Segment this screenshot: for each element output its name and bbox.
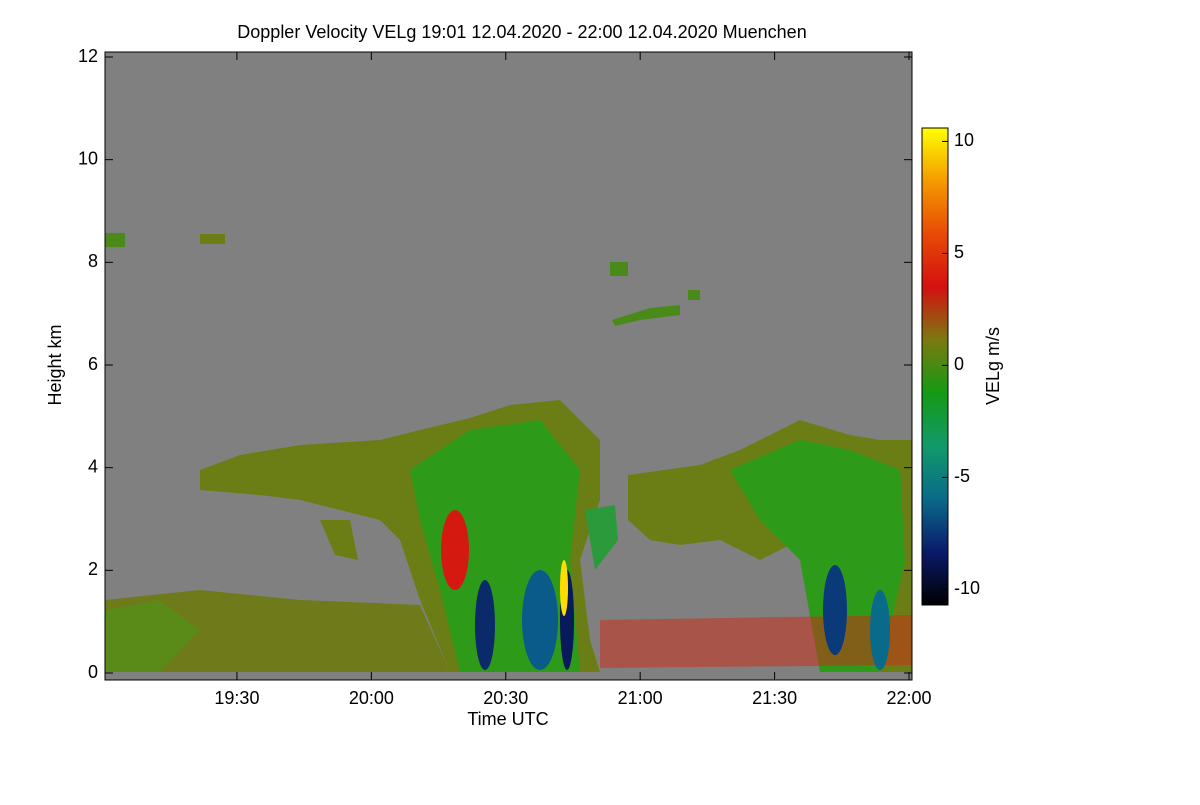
x-tick-label: 20:30: [483, 688, 528, 708]
chart-title: Doppler Velocity VELg 19:01 12.04.2020 -…: [237, 22, 806, 42]
echo: [105, 590, 450, 672]
colorbar-label: VELg m/s: [983, 327, 1003, 405]
y-tick-label: 12: [78, 46, 98, 66]
x-tick-label: 22:00: [886, 688, 931, 708]
colorbar-tick-label: 10: [954, 130, 974, 150]
echo: [475, 580, 495, 670]
x-tick-label: 19:30: [214, 688, 259, 708]
x-tick-label: 21:30: [752, 688, 797, 708]
echo: [105, 233, 125, 247]
echo: [585, 505, 618, 570]
echo: [320, 520, 358, 560]
y-tick-label: 4: [88, 456, 98, 476]
echo-field: [105, 233, 912, 672]
echo: [522, 570, 558, 670]
echo: [730, 440, 905, 672]
echo: [600, 615, 912, 668]
x-axis-label: Time UTC: [467, 709, 548, 729]
echo: [560, 560, 568, 616]
x-tick-label: 21:00: [618, 688, 663, 708]
echo: [441, 510, 469, 590]
y-tick-label: 0: [88, 662, 98, 682]
colorbar: [921, 127, 949, 606]
y-axis-label: Height km: [45, 324, 65, 405]
echo: [688, 290, 700, 300]
y-tick-label: 2: [88, 559, 98, 579]
plot-frame: [104, 51, 913, 681]
echo: [612, 305, 680, 326]
y-tick-label: 10: [78, 148, 98, 168]
echo: [610, 262, 628, 276]
colorbar-tick-label: 0: [954, 354, 964, 374]
echo: [870, 590, 890, 670]
echo: [200, 234, 225, 244]
y-tick-label: 6: [88, 354, 98, 374]
colorbar-tick-label: -10: [954, 578, 980, 598]
colorbar-tick-label: 5: [954, 242, 964, 262]
x-tick-label: 20:00: [349, 688, 394, 708]
echo: [105, 600, 200, 672]
echo: [823, 565, 847, 655]
colorbar-tick-label: -5: [954, 466, 970, 486]
y-tick-label: 8: [88, 251, 98, 271]
